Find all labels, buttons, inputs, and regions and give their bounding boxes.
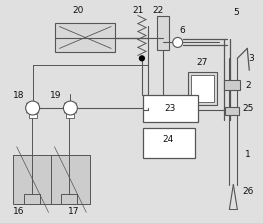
- Text: 16: 16: [13, 207, 24, 216]
- Text: 18: 18: [13, 91, 24, 100]
- Text: 5: 5: [234, 8, 239, 17]
- Bar: [225, 107, 239, 115]
- Bar: [143, 128, 195, 158]
- Bar: [13, 155, 53, 204]
- Circle shape: [63, 101, 77, 115]
- Text: 6: 6: [180, 26, 186, 35]
- Text: 19: 19: [50, 91, 61, 100]
- Text: 24: 24: [162, 135, 173, 144]
- Bar: [143, 95, 198, 122]
- Text: 2: 2: [245, 81, 251, 90]
- Circle shape: [173, 37, 183, 47]
- Text: 25: 25: [242, 103, 254, 113]
- Text: 27: 27: [196, 58, 207, 67]
- Circle shape: [139, 56, 144, 61]
- Bar: [55, 23, 115, 52]
- Text: 21: 21: [132, 6, 144, 15]
- Text: 17: 17: [68, 207, 79, 216]
- Text: 1: 1: [245, 150, 251, 159]
- Bar: [224, 80, 240, 90]
- Text: 3: 3: [248, 54, 254, 63]
- Bar: [62, 194, 77, 204]
- Text: 20: 20: [73, 6, 84, 15]
- Text: 23: 23: [164, 103, 175, 113]
- Circle shape: [26, 101, 39, 115]
- Bar: [191, 75, 215, 102]
- Bar: [29, 114, 37, 118]
- Bar: [157, 16, 169, 50]
- Text: 26: 26: [242, 187, 254, 196]
- Bar: [188, 72, 218, 105]
- Bar: [24, 194, 39, 204]
- Text: 22: 22: [152, 6, 164, 15]
- Bar: [50, 155, 90, 204]
- Bar: [67, 114, 74, 118]
